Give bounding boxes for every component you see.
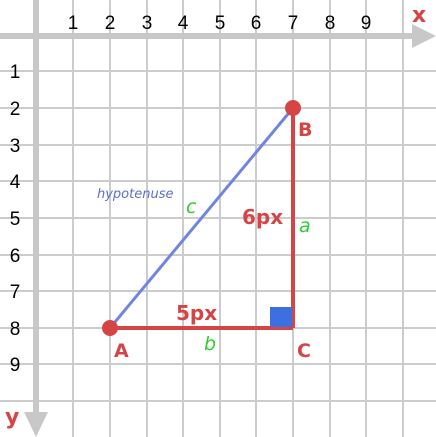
side-b-measure: 5px [176, 301, 217, 325]
y-tick-label: 1 [10, 62, 21, 83]
y-tick-label: 9 [10, 355, 21, 376]
y-tick-label: 6 [10, 246, 21, 267]
x-tick-label: 1 [68, 13, 79, 34]
y-tick-label: 5 [10, 209, 21, 230]
x-tick-label: 4 [178, 13, 189, 34]
point-b [285, 100, 301, 116]
side-b-letter: b [204, 333, 216, 355]
x-axis-label: x [412, 3, 426, 28]
point-a [102, 320, 118, 336]
point-a-label: A [114, 340, 129, 362]
side-a-letter: a [299, 215, 311, 237]
x-tick-label: 3 [142, 13, 153, 34]
y-tick-labels: 1 2 3 4 5 6 7 8 9 [10, 62, 21, 376]
y-axis-arrowhead [24, 412, 48, 437]
side-a-measure: 6px [242, 205, 283, 229]
x-tick-label: 9 [361, 13, 372, 34]
hypotenuse-label: hypotenuse [97, 187, 173, 202]
y-tick-label: 2 [10, 99, 21, 120]
x-tick-label: 2 [105, 13, 116, 34]
y-tick-label: 3 [10, 136, 21, 157]
point-c-label: C [297, 340, 311, 362]
point-b-label: B [298, 119, 312, 141]
y-tick-label: 8 [10, 319, 21, 340]
x-axis-arrowhead [412, 24, 436, 48]
x-tick-label: 8 [325, 13, 336, 34]
x-tick-label: 5 [215, 13, 226, 34]
x-tick-label: 7 [288, 13, 299, 34]
y-tick-label: 7 [10, 282, 21, 303]
hypotenuse-line [108, 107, 295, 329]
side-c-letter: c [186, 196, 197, 218]
y-tick-label: 4 [10, 172, 21, 193]
x-tick-label: 6 [251, 13, 262, 34]
y-axis-label: y [5, 405, 19, 430]
x-tick-labels: 1 2 3 4 5 6 7 8 9 [68, 13, 372, 34]
right-angle-marker [270, 307, 292, 327]
